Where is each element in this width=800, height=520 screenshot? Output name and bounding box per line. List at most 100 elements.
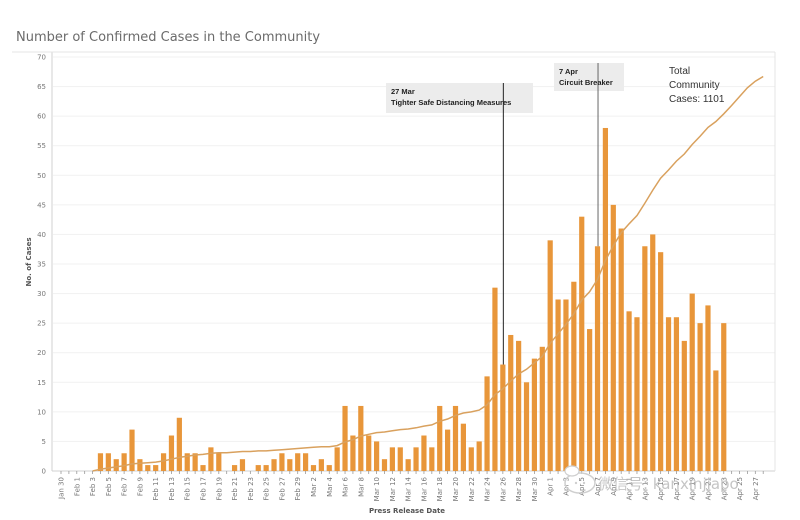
y-tick-label: 0 [42, 468, 46, 476]
bar [602, 127, 609, 471]
x-tick-label: Feb 9 [136, 477, 144, 496]
x-tick-labels: Jan 30 Feb 1 Feb 3 Feb 5 Feb 7 Feb 9 Feb 11 Feb… [58, 471, 764, 501]
bar [350, 435, 356, 471]
wechat-icon [564, 465, 596, 494]
x-tick-label: Feb 11 [152, 477, 160, 501]
x-tick-label: Mar 8 [357, 477, 365, 497]
bar [342, 405, 348, 471]
x-tick-label: Apr 21 [704, 477, 712, 500]
x-tick-label: Mar 10 [373, 477, 381, 501]
bar [618, 228, 624, 471]
bar [374, 441, 380, 471]
annotation-label: Tighter Safe Distancing Measures [391, 98, 511, 107]
x-tick-label: Apr 9 [610, 477, 618, 496]
bar [484, 376, 490, 471]
x-tick-label: Feb 23 [247, 477, 255, 501]
bar [318, 459, 324, 471]
x-tick-label: Feb 19 [215, 477, 223, 501]
x-tick-label: Mar 22 [468, 477, 476, 501]
bar [413, 447, 419, 471]
bar [405, 459, 411, 471]
bar [468, 447, 474, 471]
bar [665, 317, 672, 471]
x-tick-label: Apr 13 [641, 477, 649, 500]
bar [681, 340, 687, 471]
bar [658, 252, 664, 471]
bar [279, 453, 285, 471]
x-tick-label: Mar 30 [531, 477, 539, 501]
bar [673, 317, 680, 471]
x-tick-label: Feb 17 [200, 477, 208, 501]
watermark: 微信号: kanxinjiapo [564, 465, 739, 494]
bar [713, 370, 719, 471]
y-tick-label: 20 [37, 349, 46, 357]
x-tick-label: Apr 25 [736, 477, 744, 500]
bar [389, 447, 395, 471]
x-axis-title: Press Release Date [369, 507, 445, 515]
bar [563, 299, 569, 471]
bar [137, 459, 143, 471]
total-cases-label: Total Community Cases: 1101 [669, 66, 725, 105]
x-tick-label: Mar 12 [389, 477, 397, 501]
bar [452, 405, 459, 471]
x-tick-label: Mar 2 [310, 477, 318, 497]
bar [263, 465, 269, 471]
bar [184, 453, 190, 471]
y-tick-label: 50 [37, 172, 46, 180]
bar [421, 435, 427, 471]
bar [650, 234, 656, 471]
bar [145, 465, 151, 471]
annotation-date: 27 Mar [391, 87, 415, 96]
y-tick-label: 15 [37, 379, 46, 387]
x-tick-label: Apr 7 [594, 477, 602, 496]
x-tick-label: Apr 19 [689, 477, 697, 500]
bar [153, 465, 159, 471]
bar [705, 305, 711, 471]
annotations: 27 Mar Tighter Safe Distancing Measures 7 … [386, 63, 624, 365]
total-label-line-3: Cases: 1101 [669, 94, 725, 105]
watermark-text: 微信号: kanxinjiapo [598, 475, 739, 493]
bar [571, 281, 577, 471]
x-tick-label: Mar 26 [499, 476, 507, 501]
x-tick-label: Feb 5 [105, 477, 113, 496]
x-tick-label: Feb 25 [263, 477, 271, 501]
annotation-box [554, 63, 624, 91]
bar [594, 246, 601, 471]
bar [208, 447, 214, 471]
bar [429, 447, 435, 471]
x-tick-label: Mar 14 [405, 476, 413, 501]
bar [437, 405, 443, 471]
annotation-label: Circuit Breaker [559, 78, 613, 87]
bar [129, 429, 135, 471]
bar [445, 429, 451, 471]
y-tick-label: 45 [37, 201, 46, 209]
x-tick-label: Apr 15 [657, 477, 665, 500]
y-tick-label: 30 [37, 290, 46, 298]
bars [97, 127, 727, 471]
bar [579, 216, 585, 471]
x-tick-label: Mar 24 [484, 476, 492, 501]
y-tick-label: 55 [37, 142, 46, 150]
cumulative-line [92, 75, 764, 472]
x-tick-label: Feb 21 [231, 477, 239, 501]
x-tick-label: Mar 4 [326, 476, 334, 496]
annotation-circuit-breaker: 7 Apr Circuit Breaker [554, 63, 624, 247]
bar [97, 453, 104, 471]
bar [523, 382, 530, 471]
bar [113, 459, 119, 471]
bar [381, 459, 388, 471]
bar [721, 323, 727, 471]
bar [231, 465, 238, 471]
x-tick-label: Feb 7 [121, 477, 129, 496]
bar [492, 287, 498, 471]
bar [310, 465, 317, 471]
y-tick-label: 25 [37, 320, 46, 328]
bar [105, 453, 111, 471]
bar [121, 453, 127, 471]
bar [516, 340, 522, 471]
bar [539, 346, 545, 471]
annotation-date: 7 Apr [559, 67, 578, 76]
cumulative-line-path [92, 75, 764, 472]
x-tick-label: Apr 17 [673, 477, 681, 500]
x-tick-label: Apr 5 [578, 477, 586, 496]
